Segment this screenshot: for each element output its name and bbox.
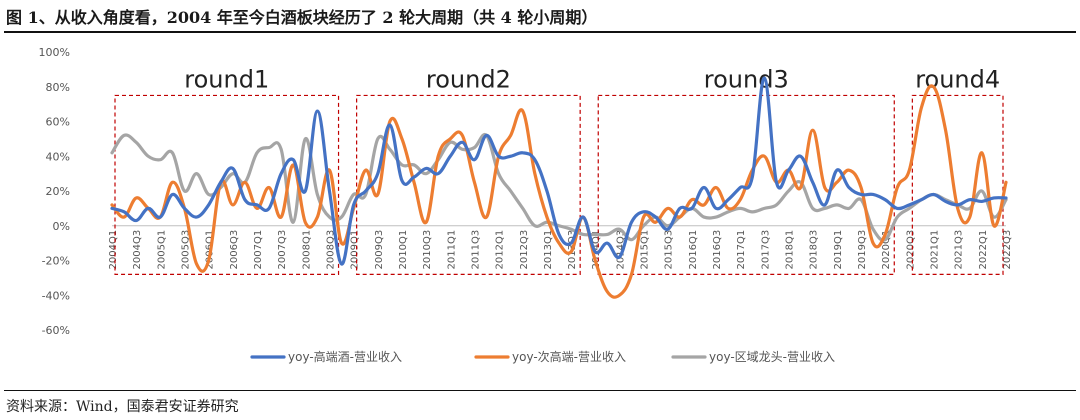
x-tick-label: 2009Q1 [350,230,361,270]
round-box [356,94,581,275]
legend-label: yoy-次高端-营业收入 [512,349,626,364]
x-tick-label: 2016Q1 [688,230,699,270]
series-line-2 [110,84,1008,299]
y-axis: -60% -40% -20% 0% 20% 40% 60% 80% 100% [39,46,70,337]
y-tick-label: 80% [46,81,70,94]
y-tick-label: 40% [46,150,70,163]
series-line-3 [110,132,1008,242]
figure-title: 图 1、从收入角度看，2004 年至今白酒板块经历了 2 轮大周期（共 4 轮小… [6,8,598,27]
x-tick-label: 2020Q3 [905,230,916,270]
x-tick-label: 2011Q1 [446,230,457,270]
legend-label: yoy-高端酒-营业收入 [288,349,402,364]
round-label: round3 [704,65,789,93]
x-tick-label: 2010Q3 [422,230,433,270]
x-tick-label: 2006Q3 [229,230,240,270]
x-tick-label: 2007Q1 [253,230,264,270]
y-tick-label: -40% [42,289,70,302]
x-tick-label: 2016Q3 [712,230,723,270]
x-tick-label: 2014Q1 [591,230,602,270]
x-tick-label: 2019Q1 [833,230,844,270]
round-box [114,94,340,275]
y-tick-label: -20% [42,255,70,268]
title-rule [4,31,1076,33]
y-tick-label: -60% [42,324,70,337]
round-box [911,94,1004,275]
x-tick-label: 2010Q1 [398,230,409,270]
x-tick-label: 2019Q3 [857,230,868,270]
x-tick-label: 2005Q1 [156,230,167,270]
x-tick-label: 2004Q1 [108,230,119,270]
x-tick-label: 2022Q1 [978,230,989,270]
x-tick-label: 2020Q1 [881,230,892,270]
x-tick-label: 2015Q1 [640,230,651,270]
series-lines [110,76,1008,299]
x-tick-label: 2018Q3 [809,230,820,270]
x-tick-label: 2009Q3 [374,230,385,270]
x-tick-label: 2022Q3 [1002,230,1013,270]
x-tick-label: 2014Q3 [615,230,626,270]
source-note: 资料来源：Wind，国泰君安证券研究 [6,399,239,415]
x-tick-label: 2008Q3 [325,230,336,270]
y-tick-label: 0% [53,220,70,233]
x-tick-label: 2005Q3 [180,230,191,270]
x-tick-label: 2017Q1 [736,230,747,270]
x-tick-label: 2011Q3 [470,230,481,270]
round-boxes: round1 round2 round3 round4 [114,65,1004,275]
x-tick-label: 2015Q3 [664,230,675,270]
x-tick-label: 2018Q1 [785,230,796,270]
x-tick-label: 2012Q3 [519,230,530,270]
series-line-1 [110,76,1008,266]
round-label: round1 [184,65,269,93]
x-tick-label: 2012Q1 [495,230,506,270]
x-tick-label: 2017Q3 [760,230,771,270]
y-tick-label: 100% [39,46,70,59]
legend: yoy-高端酒-营业收入 yoy-次高端-营业收入 yoy-区域龙头-营业收入 [250,349,835,364]
legend-label: yoy-区域龙头-营业收入 [709,350,835,364]
x-tick-label: 2013Q1 [543,230,554,270]
y-tick-label: 20% [46,185,70,198]
x-tick-label: 2021Q1 [930,230,941,270]
round-label: round2 [426,65,511,93]
x-tick-label: 2021Q3 [954,230,965,270]
y-tick-label: 60% [46,116,70,129]
x-tick-label: 2004Q3 [132,230,143,270]
round-box [597,94,895,275]
source-rule [4,390,1076,391]
x-tick-label: 2008Q1 [301,230,312,270]
x-tick-label: 2007Q3 [277,230,288,270]
